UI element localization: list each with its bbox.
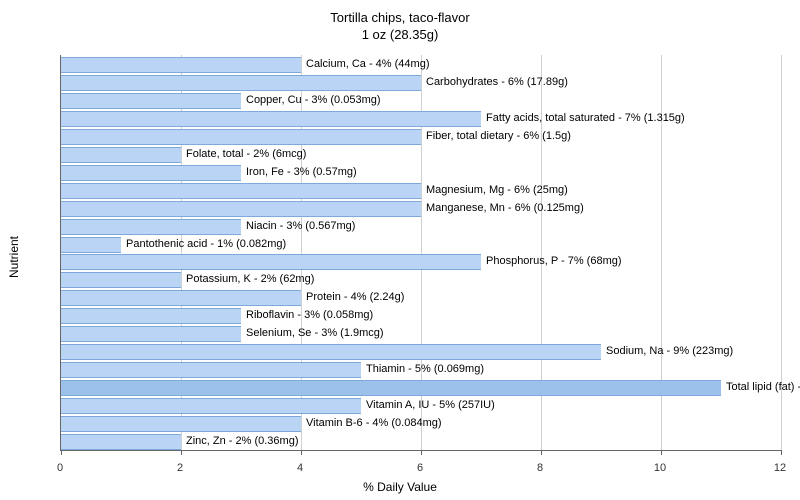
nutrient-label: Total lipid (fat) - 11% (6.86g) <box>726 380 800 394</box>
x-tick <box>301 450 302 455</box>
bar-row: Fatty acids, total saturated - 7% (1.315… <box>61 109 781 127</box>
nutrient-label: Fiber, total dietary - 6% (1.5g) <box>426 129 571 143</box>
x-tick-label: 10 <box>654 462 666 474</box>
nutrient-bar <box>61 147 181 163</box>
nutrient-bar <box>61 362 361 378</box>
plot-area: Calcium, Ca - 4% (44mg) Carbohydrates - 6… <box>60 55 781 451</box>
nutrient-label: Magnesium, Mg - 6% (25mg) <box>426 183 568 197</box>
bar-row: Phosphorus, P - 7% (68mg) <box>61 253 781 271</box>
nutrient-label: Vitamin B-6 - 4% (0.084mg) <box>306 416 442 430</box>
bar-row: Folate, total - 2% (6mcg) <box>61 145 781 163</box>
nutrient-bar <box>61 308 241 324</box>
bar-row: Protein - 4% (2.24g) <box>61 288 781 306</box>
bar-row: Vitamin B-6 - 4% (0.084mg) <box>61 414 781 432</box>
nutrient-label: Iron, Fe - 3% (0.57mg) <box>246 165 357 179</box>
bar-row: Niacin - 3% (0.567mg) <box>61 217 781 235</box>
x-tick <box>181 450 182 455</box>
nutrient-label: Zinc, Zn - 2% (0.36mg) <box>186 434 298 448</box>
nutrient-bar <box>61 219 241 235</box>
nutrient-label: Carbohydrates - 6% (17.89g) <box>426 75 568 89</box>
x-tick-label: 8 <box>537 462 543 474</box>
bar-row: Thiamin - 5% (0.069mg) <box>61 360 781 378</box>
nutrient-bar <box>61 93 241 109</box>
nutrient-bar <box>61 398 361 414</box>
nutrient-label: Copper, Cu - 3% (0.053mg) <box>246 93 381 107</box>
nutrient-label: Selenium, Se - 3% (1.9mcg) <box>246 326 384 340</box>
bar-row: Riboflavin - 3% (0.058mg) <box>61 306 781 324</box>
nutrient-bar <box>61 57 301 73</box>
x-tick-label: 2 <box>177 462 183 474</box>
nutrient-label: Riboflavin - 3% (0.058mg) <box>246 308 373 322</box>
nutrient-bar <box>61 129 421 145</box>
bar-row: Pantothenic acid - 1% (0.082mg) <box>61 235 781 253</box>
bar-row: Vitamin A, IU - 5% (257IU) <box>61 396 781 414</box>
nutrient-label: Pantothenic acid - 1% (0.082mg) <box>126 237 286 251</box>
title-line1: Tortilla chips, taco-flavor <box>0 10 800 27</box>
x-tick <box>61 450 62 455</box>
nutrient-label: Phosphorus, P - 7% (68mg) <box>486 254 622 268</box>
bar-row: Copper, Cu - 3% (0.053mg) <box>61 91 781 109</box>
bar-row: Manganese, Mn - 6% (0.125mg) <box>61 199 781 217</box>
nutrient-label: Potassium, K - 2% (62mg) <box>186 272 314 286</box>
nutrient-label: Vitamin A, IU - 5% (257IU) <box>366 398 495 412</box>
nutrient-bar <box>61 326 241 342</box>
x-tick-label: 4 <box>297 462 303 474</box>
nutrient-label: Calcium, Ca - 4% (44mg) <box>306 57 429 71</box>
x-tick <box>541 450 542 455</box>
nutrient-bar <box>61 165 241 181</box>
bar-row: Calcium, Ca - 4% (44mg) <box>61 55 781 73</box>
bar-row: Sodium, Na - 9% (223mg) <box>61 342 781 360</box>
chart-title: Tortilla chips, taco-flavor 1 oz (28.35g… <box>0 0 800 44</box>
x-tick <box>661 450 662 455</box>
bar-row: Total lipid (fat) - 11% (6.86g) <box>61 378 781 396</box>
title-line2: 1 oz (28.35g) <box>0 27 800 44</box>
nutrient-bar <box>61 272 181 288</box>
nutrient-label: Sodium, Na - 9% (223mg) <box>606 344 733 358</box>
bar-row: Carbohydrates - 6% (17.89g) <box>61 73 781 91</box>
nutrient-bar <box>61 344 601 360</box>
nutrient-bar <box>61 201 421 217</box>
nutrient-label: Thiamin - 5% (0.069mg) <box>366 362 484 376</box>
x-tick <box>781 450 782 455</box>
bar-row: Selenium, Se - 3% (1.9mcg) <box>61 324 781 342</box>
x-tick-label: 0 <box>57 462 63 474</box>
nutrient-bar <box>61 237 121 253</box>
bar-row: Potassium, K - 2% (62mg) <box>61 270 781 288</box>
bar-row: Fiber, total dietary - 6% (1.5g) <box>61 127 781 145</box>
nutrient-label: Folate, total - 2% (6mcg) <box>186 147 306 161</box>
nutrient-label: Manganese, Mn - 6% (0.125mg) <box>426 201 584 215</box>
nutrient-label: Fatty acids, total saturated - 7% (1.315… <box>486 111 685 125</box>
x-axis-title: % Daily Value <box>363 480 437 494</box>
x-tick-label: 6 <box>417 462 423 474</box>
nutrient-label: Niacin - 3% (0.567mg) <box>246 219 355 233</box>
nutrient-bar <box>61 111 481 127</box>
nutrition-chart: Tortilla chips, taco-flavor 1 oz (28.35g… <box>0 0 800 500</box>
nutrient-bar <box>61 75 421 91</box>
nutrient-label: Protein - 4% (2.24g) <box>306 290 404 304</box>
bar-row: Magnesium, Mg - 6% (25mg) <box>61 181 781 199</box>
nutrient-bar <box>61 416 301 432</box>
bar-row: Zinc, Zn - 2% (0.36mg) <box>61 432 781 450</box>
nutrient-bar <box>61 380 721 396</box>
nutrient-bar <box>61 290 301 306</box>
nutrient-bar <box>61 183 421 199</box>
x-tick <box>421 450 422 455</box>
nutrient-bar <box>61 254 481 270</box>
bar-row: Iron, Fe - 3% (0.57mg) <box>61 163 781 181</box>
y-axis-title: Nutrient <box>7 236 21 278</box>
x-tick-label: 12 <box>774 462 786 474</box>
nutrient-bar <box>61 434 181 450</box>
